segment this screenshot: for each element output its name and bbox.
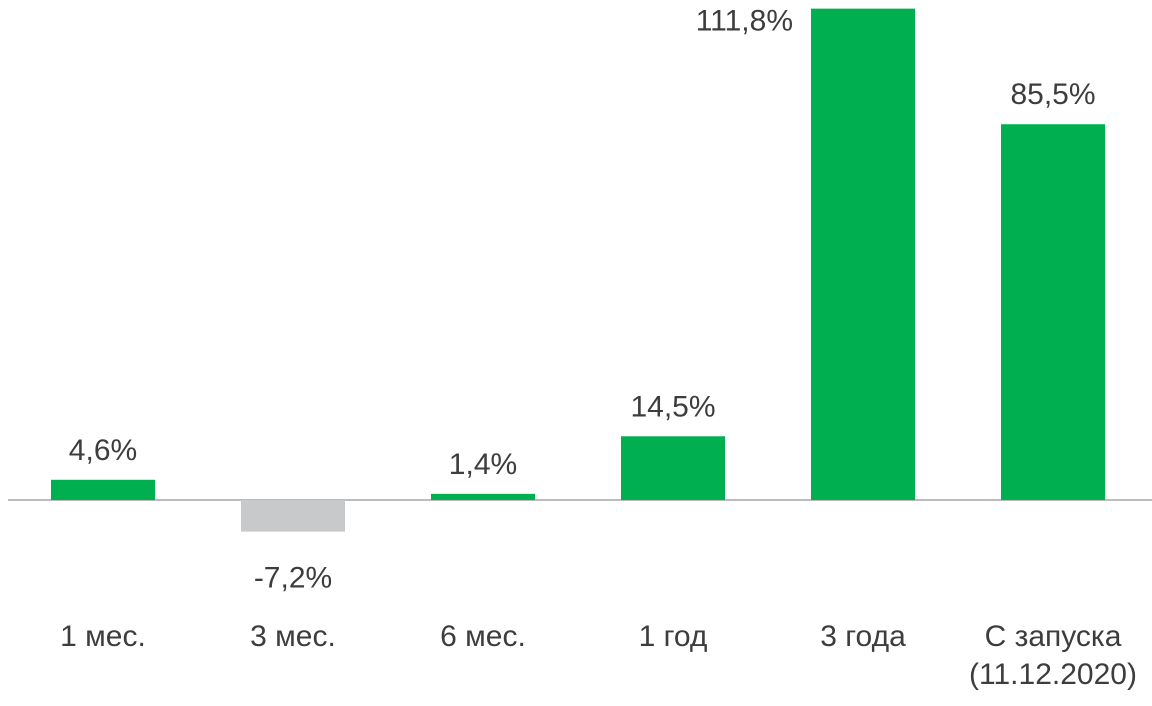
value-label-2: -7,2%	[254, 562, 332, 595]
bar-6	[1001, 124, 1105, 500]
value-label-1: 4,6%	[69, 434, 137, 467]
category-label-3: 6 мес.	[440, 620, 526, 653]
bar-2	[241, 500, 345, 532]
value-label-6: 85,5%	[1010, 78, 1095, 111]
bar-4	[621, 436, 725, 500]
bar-1	[51, 479, 155, 500]
category-label-6-line-2: (11.12.2020)	[969, 658, 1137, 691]
bar-3	[431, 493, 535, 500]
category-label-2: 3 мес.	[250, 620, 336, 653]
value-label-4: 14,5%	[630, 390, 715, 423]
value-label-3: 1,4%	[449, 448, 517, 481]
bar-5	[811, 8, 915, 500]
category-label-5: 3 года	[820, 620, 906, 653]
value-label-5: 111,8%	[696, 5, 793, 38]
category-label-6-line-1: С запуска	[985, 620, 1122, 653]
category-label-1: 1 мес.	[60, 620, 146, 653]
category-label-4: 1 год	[639, 620, 708, 653]
